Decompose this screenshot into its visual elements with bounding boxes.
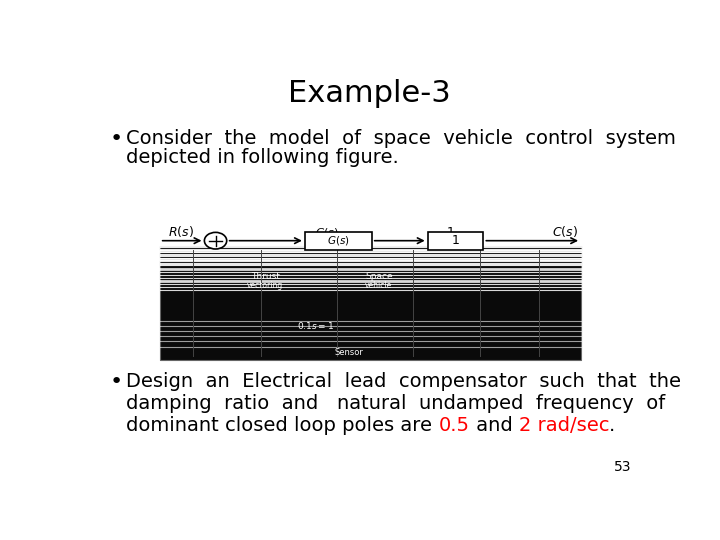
Text: Consider  the  model  of  space  vehicle  control  system: Consider the model of space vehicle cont… [126, 129, 676, 149]
Text: .: . [609, 416, 616, 435]
Text: $C(s)$: $C(s)$ [552, 225, 578, 239]
Text: •: • [109, 129, 123, 149]
Text: Space: Space [365, 272, 392, 281]
Text: depicted in following figure.: depicted in following figure. [126, 148, 399, 167]
Text: and: and [469, 416, 518, 435]
Circle shape [204, 232, 227, 249]
Text: vehicle: vehicle [365, 281, 392, 289]
Text: $1$: $1$ [446, 226, 454, 239]
Text: $0.1s = 1$: $0.1s = 1$ [297, 320, 334, 331]
Text: Design  an  Electrical  lead  compensator  such  that  the: Design an Electrical lead compensator su… [126, 373, 681, 392]
Text: vectoring: vectoring [247, 281, 283, 289]
FancyBboxPatch shape [428, 232, 483, 250]
Text: Example-3: Example-3 [287, 79, 451, 109]
Text: damping  ratio  and   natural  undamped  frequency  of: damping ratio and natural undamped frequ… [126, 394, 665, 413]
Text: 2 rad/sec: 2 rad/sec [518, 416, 609, 435]
Text: Sensor: Sensor [335, 348, 364, 356]
Text: 1: 1 [451, 234, 459, 247]
Text: Thrust: Thrust [251, 272, 279, 281]
Text: $R(s)$: $R(s)$ [168, 225, 194, 239]
Text: $G(s)$: $G(s)$ [315, 226, 339, 239]
Text: •: • [109, 373, 123, 393]
FancyBboxPatch shape [160, 246, 581, 360]
Text: 0.5: 0.5 [438, 416, 469, 435]
Text: $G(s)$: $G(s)$ [327, 234, 350, 247]
Text: 53: 53 [613, 461, 631, 474]
Text: dominant closed loop poles are: dominant closed loop poles are [126, 416, 438, 435]
FancyBboxPatch shape [305, 232, 372, 250]
